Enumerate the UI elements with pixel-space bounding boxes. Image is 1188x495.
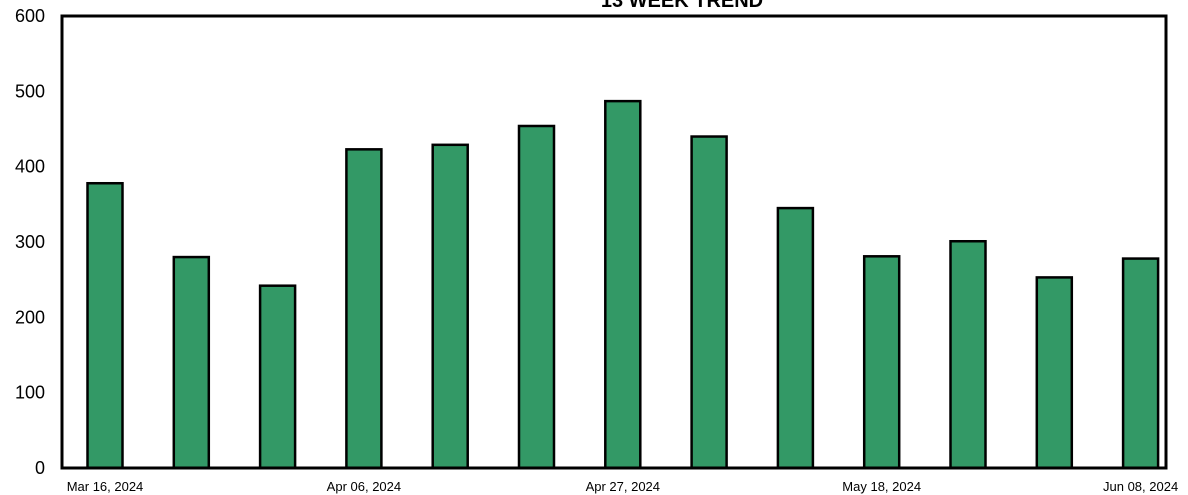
bars <box>86 99 1160 470</box>
bar <box>604 99 642 470</box>
x-tick-label: Mar 16, 2024 <box>67 479 144 494</box>
y-tick-label: 300 <box>15 232 45 252</box>
bar <box>345 148 383 470</box>
y-tick-label: 0 <box>35 458 45 478</box>
bar <box>776 206 815 470</box>
bar <box>949 239 987 470</box>
y-tick-label: 100 <box>15 383 45 403</box>
y-tick-label: 500 <box>15 81 45 101</box>
bar <box>862 255 901 470</box>
bar <box>258 284 297 470</box>
bar <box>1035 276 1074 470</box>
plot-frame <box>60 14 1168 470</box>
x-tick-label: Jun 08, 2024 <box>1103 479 1178 494</box>
chart-title: 13 WEEK TREND <box>601 0 763 12</box>
bar <box>1121 257 1160 470</box>
x-axis: Mar 16, 2024 Apr 06, 2024 Apr 27, 2024 May … <box>67 479 1178 494</box>
x-tick-label: Apr 27, 2024 <box>586 479 660 494</box>
y-axis: 0 100 200 300 400 500 600 <box>15 6 45 478</box>
bar <box>172 255 211 470</box>
y-tick-label: 200 <box>15 307 45 327</box>
y-tick-label: 600 <box>15 6 45 26</box>
bar <box>690 135 728 470</box>
bar <box>431 143 469 470</box>
bar <box>517 124 556 470</box>
x-tick-label: May 18, 2024 <box>842 479 921 494</box>
y-tick-label: 400 <box>15 157 45 177</box>
bar <box>86 181 124 470</box>
x-tick-label: Apr 06, 2024 <box>327 479 401 494</box>
